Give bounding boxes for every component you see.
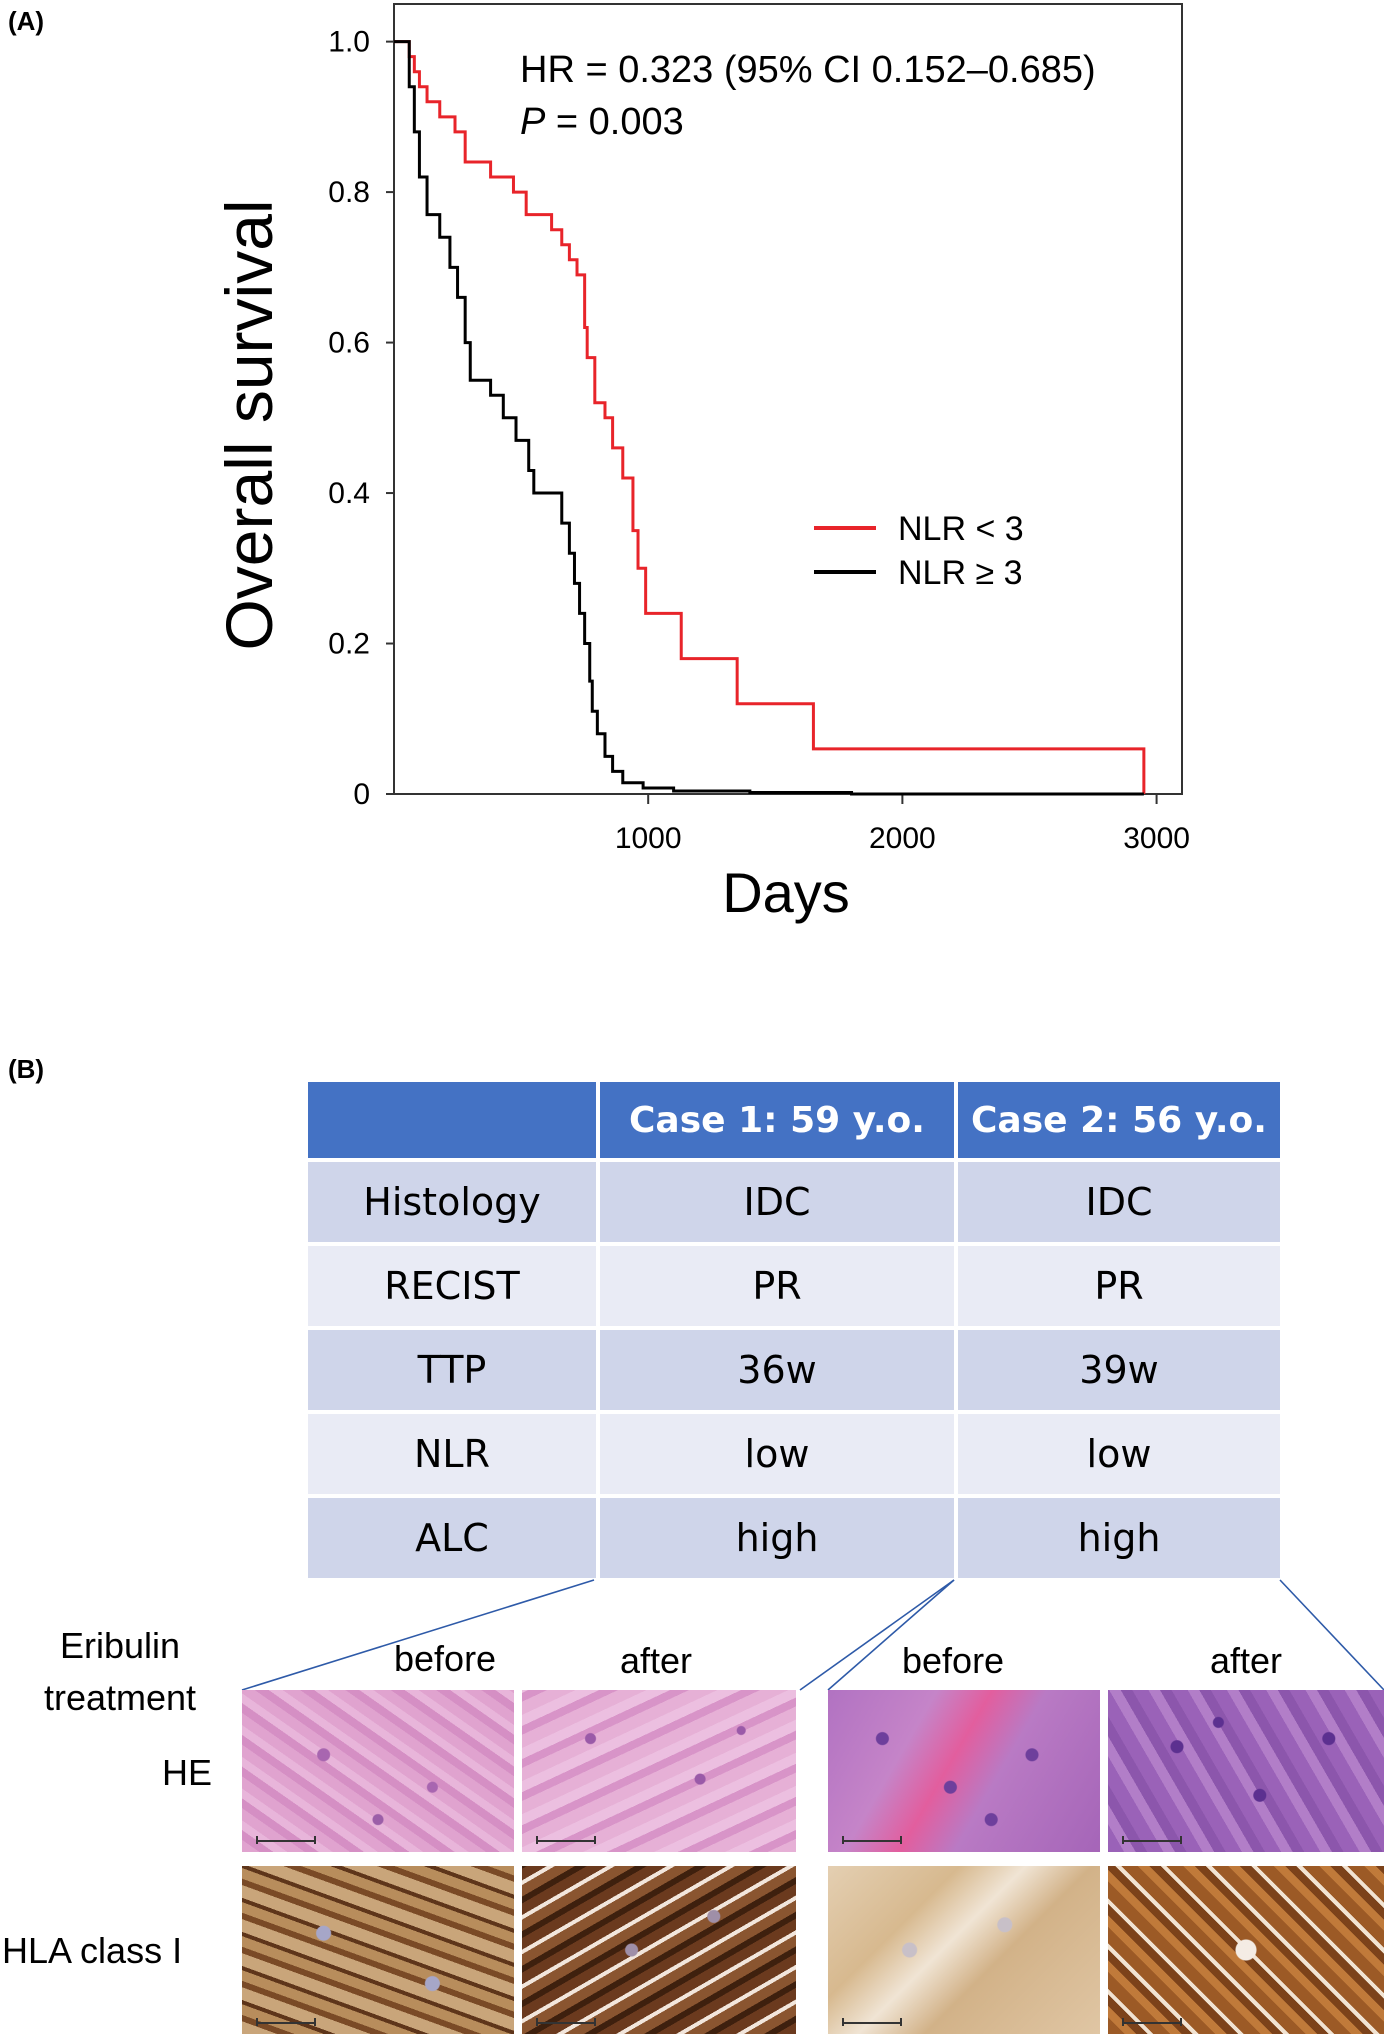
table-cell: 39w [958, 1330, 1280, 1410]
connector-line [1279, 1579, 1384, 1691]
legend: NLR < 3 NLR ≥ 3 [814, 510, 1024, 592]
table-header-cell [308, 1082, 596, 1158]
series-nlr-high-line [394, 40, 1144, 796]
table-cell: TTP [308, 1330, 596, 1410]
table-header-cell: Case 2: 56 y.o. [958, 1082, 1280, 1158]
table-cell: PR [600, 1246, 954, 1326]
y-tick-label: 0.4 [328, 477, 370, 510]
x-axis-ticks: 1000 2000 3000 [615, 794, 1190, 855]
table-row: TTP 36w 39w [308, 1330, 1280, 1410]
eribulin-label-line2: treatment [43, 1677, 197, 1718]
he-case2-after-image [1108, 1690, 1384, 1852]
eribulin-label-line1: Eribulin [59, 1625, 181, 1666]
x-tick-label: 3000 [1123, 822, 1190, 855]
x-axis-title: Days [722, 861, 850, 924]
eribulin-treatment-label: Eribulin treatment [20, 1620, 220, 1724]
table-cell: RECIST [308, 1246, 596, 1326]
table-row: RECIST PR PR [308, 1246, 1280, 1326]
y-tick-label: 0.2 [328, 628, 370, 661]
x-tick-label: 1000 [615, 822, 682, 855]
hr-annotation: HR = 0.323 (95% CI 0.152–0.685) [520, 49, 1096, 91]
table-cell: NLR [308, 1414, 596, 1494]
table-cell: Histology [308, 1162, 596, 1242]
series-nlr-low-line [394, 40, 1146, 794]
hla-case2-after-image [1108, 1866, 1384, 2034]
table-cell: low [600, 1414, 954, 1494]
x-tick-label: 2000 [869, 822, 936, 855]
scale-bar [256, 2018, 316, 2026]
table-row: Histology IDC IDC [308, 1162, 1280, 1242]
after-label-case1: after [620, 1640, 693, 1681]
hla-case2-before-image [828, 1866, 1100, 2034]
p-value-annotation: P = 0.003 [520, 101, 684, 143]
table-cell: ALC [308, 1498, 596, 1578]
he-case2-before-image [828, 1690, 1100, 1852]
before-label-case2: before [902, 1640, 1005, 1681]
he-case1-before-image [242, 1690, 514, 1852]
plot-frame [393, 3, 1183, 795]
table-row: NLR low low [308, 1414, 1280, 1494]
table-cell: high [600, 1498, 954, 1578]
he-stain-label: HE [162, 1752, 213, 1793]
table-cell: IDC [600, 1162, 954, 1242]
y-axis-ticks: 0 0.2 0.4 0.6 0.8 1.0 [328, 26, 394, 811]
after-label-case2: after [1210, 1640, 1283, 1681]
case-table: Case 1: 59 y.o. Case 2: 56 y.o. Histolog… [304, 1078, 1284, 1582]
scale-bar [1122, 2018, 1182, 2026]
panel-a-label: (A) [8, 6, 45, 36]
table-cell: low [958, 1414, 1280, 1494]
scale-bar [842, 2018, 902, 2026]
scale-bar [1122, 1836, 1182, 1844]
hla-case1-after-image [522, 1866, 796, 2034]
scale-bar [842, 1836, 902, 1844]
legend-entry-nlr-high: NLR ≥ 3 [898, 554, 1022, 592]
y-tick-label: 0 [353, 778, 370, 811]
scale-bar [536, 1836, 596, 1844]
y-tick-label: 0.6 [328, 327, 370, 360]
table-cell: 36w [600, 1330, 954, 1410]
scale-bar [256, 1836, 316, 1844]
panel-b-label: (B) [8, 1054, 45, 1084]
table-cell: PR [958, 1246, 1280, 1326]
table-row: ALC high high [308, 1498, 1280, 1578]
scale-bar [536, 2018, 596, 2026]
series-layer [394, 40, 1146, 796]
table-cell: high [958, 1498, 1280, 1578]
table-header-cell: Case 1: 59 y.o. [600, 1082, 954, 1158]
legend-entry-nlr-low: NLR < 3 [898, 510, 1024, 548]
p-value-text: = 0.003 [545, 101, 683, 143]
he-case1-after-image [522, 1690, 796, 1852]
p-symbol: P [520, 101, 546, 143]
hla-case1-before-image [242, 1866, 514, 2034]
table-cell: IDC [958, 1162, 1280, 1242]
y-axis-title: Overall survival [212, 199, 286, 650]
before-label-case1: before [394, 1638, 497, 1679]
hla-stain-label: HLA class I [2, 1930, 183, 1971]
y-tick-label: 1.0 [328, 26, 370, 59]
y-tick-label: 0.8 [328, 176, 370, 209]
km-survival-chart: 1000 2000 3000 0 0.2 0.4 0.6 0.8 1.0 Overall su… [212, 3, 1190, 924]
table-header-row: Case 1: 59 y.o. Case 2: 56 y.o. [308, 1082, 1280, 1158]
